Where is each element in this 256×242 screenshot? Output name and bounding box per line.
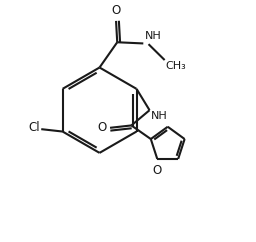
Text: O: O	[111, 4, 121, 17]
Text: CH₃: CH₃	[166, 61, 187, 71]
Text: NH: NH	[144, 31, 161, 41]
Text: O: O	[153, 164, 162, 177]
Text: NH: NH	[151, 111, 167, 121]
Text: Cl: Cl	[28, 121, 40, 135]
Text: O: O	[97, 121, 106, 134]
